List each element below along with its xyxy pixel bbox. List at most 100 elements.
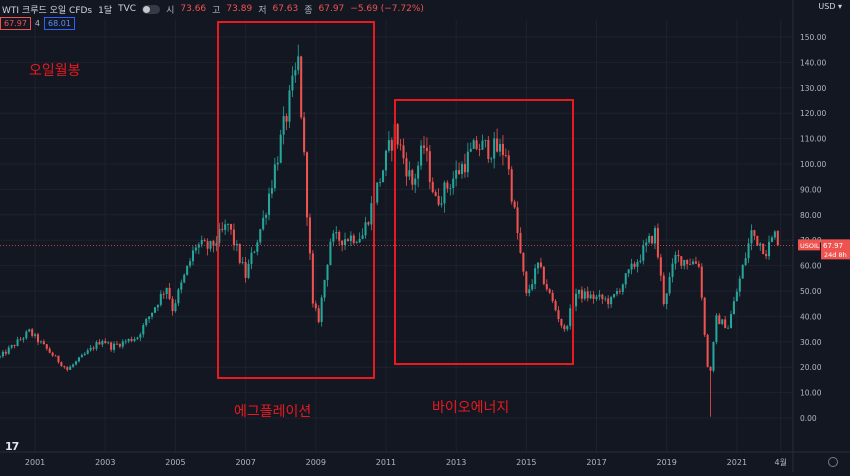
chevron-down-icon[interactable]: ▾ [835, 2, 842, 11]
y-tick-label: 100.00 [800, 160, 826, 169]
candle-body [522, 252, 525, 272]
candle-body [422, 145, 426, 148]
candle-body [151, 312, 154, 317]
candle-body [314, 303, 317, 309]
candle-body [621, 284, 624, 292]
candle-body [355, 242, 358, 244]
candle-body [92, 347, 95, 349]
x-tick-label: 2015 [516, 458, 536, 467]
candle-body [148, 316, 151, 320]
candle-body [197, 244, 200, 248]
visibility-toggle-icon[interactable] [142, 4, 161, 14]
price-tag-value: 67.97 [823, 242, 843, 250]
spread-value: 4 [34, 19, 40, 28]
x-tick-label: 2001 [25, 458, 45, 467]
candle-body [642, 245, 645, 261]
candle-body [668, 277, 671, 294]
candle-body [525, 271, 528, 294]
candle-body [504, 155, 507, 156]
candle-body [686, 259, 689, 265]
currency-selector[interactable]: USD ▾ [818, 2, 842, 11]
y-tick-label: 130.00 [800, 84, 826, 93]
candle-body [712, 341, 715, 371]
candle-body [282, 116, 285, 135]
candle-body [48, 348, 51, 353]
candle-body [735, 291, 738, 302]
candle-body [86, 350, 89, 354]
candle-body [475, 140, 478, 150]
candle-body [414, 178, 417, 185]
open-value: 73.66 [180, 4, 207, 14]
candle-body [77, 357, 80, 362]
candle-body [563, 325, 566, 330]
x-tick-label: 2009 [306, 458, 326, 467]
y-tick-label: 50.00 [800, 287, 822, 296]
source-label: TVC [118, 4, 137, 14]
candle-body [428, 151, 431, 182]
candle-body [677, 254, 680, 257]
candle-body [516, 207, 519, 233]
symbol-name[interactable]: WTI 크루드 오일 CFDs [2, 5, 93, 16]
candle-body [200, 240, 203, 245]
x-tick-label: 2013 [446, 458, 466, 467]
candle-body [98, 342, 101, 345]
buy-price-button[interactable]: 68.01 [44, 17, 75, 30]
candle-body [113, 343, 116, 350]
candle-body [180, 282, 183, 290]
candle-body [691, 261, 695, 265]
y-tick-label: 110.00 [800, 135, 826, 144]
candle-body [651, 236, 654, 244]
y-tick-label: 40.00 [800, 312, 822, 321]
candle-body [498, 144, 502, 152]
tradingview-logo-icon[interactable]: 17 [5, 440, 19, 453]
candle-body [756, 235, 759, 246]
candle-body [493, 138, 496, 159]
candle-body [367, 222, 370, 225]
candle-body [420, 145, 423, 166]
candle-body [724, 319, 727, 329]
candle-body [376, 182, 379, 203]
candle-body [680, 256, 683, 266]
candle-body [507, 155, 510, 170]
symbol-tag-bg [798, 239, 820, 251]
candle-body [528, 289, 531, 294]
candle-body [63, 366, 66, 368]
gear-icon[interactable] [828, 457, 838, 467]
candle-body [189, 261, 192, 266]
candle-body [45, 344, 48, 349]
candle-body [218, 228, 221, 244]
candle-body [399, 144, 402, 146]
candle-body [683, 259, 686, 266]
candle-body [472, 140, 475, 149]
candle-body [554, 301, 557, 311]
candle-body [66, 367, 69, 370]
candle-body [358, 238, 361, 243]
interval-label[interactable]: 1달 [98, 5, 113, 16]
y-tick-label: 140.00 [800, 58, 826, 67]
countdown-label: 24d 8h [824, 251, 847, 259]
candle-body [247, 263, 250, 278]
candle-body [440, 203, 443, 205]
y-tick-label: 120.00 [800, 109, 826, 118]
candle-body [732, 301, 735, 315]
candle-body [25, 331, 28, 339]
candle-body [624, 273, 627, 285]
candle-body [346, 239, 349, 242]
candle-body [659, 257, 662, 276]
candle-body [580, 289, 583, 299]
candle-body [142, 325, 145, 335]
candle-body [542, 266, 545, 285]
candle-body [382, 170, 385, 183]
candle-body [171, 298, 174, 312]
candle-body [361, 235, 364, 239]
currency-label[interactable]: USD [818, 2, 836, 11]
x-tick-label: 2021 [727, 458, 747, 467]
candle-body [645, 242, 648, 246]
candle-body [753, 230, 756, 236]
candle-body [89, 347, 92, 351]
sell-price-button[interactable]: 67.97 [0, 17, 31, 30]
candle-body [431, 181, 434, 193]
candle-body [60, 362, 63, 367]
